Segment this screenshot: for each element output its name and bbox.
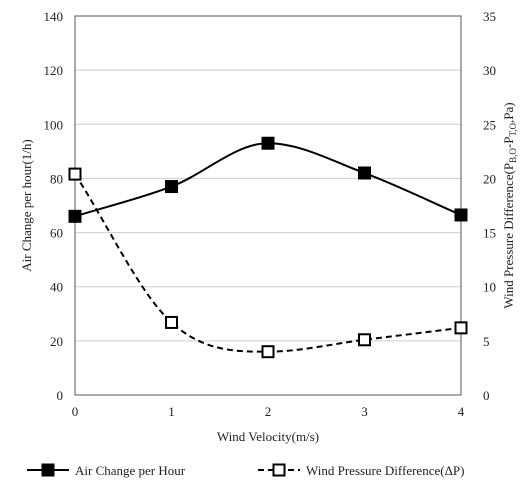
series-1 (68, 136, 468, 223)
gridlines (75, 69, 461, 342)
x-tick-label: 2 (265, 404, 272, 419)
legend-marker-1 (41, 463, 55, 477)
y2-label-sub-2: T,O (508, 122, 518, 136)
series-1-point (261, 136, 275, 150)
series-layer (68, 136, 468, 359)
y2-tick-label: 20 (483, 171, 496, 186)
x-tick-label: 3 (361, 404, 368, 419)
y-tick-label: 0 (57, 388, 64, 403)
y-tick-label: 20 (50, 334, 63, 349)
series-2-line (74, 173, 462, 353)
y-tick-label: 120 (44, 63, 64, 78)
y2-tick-label: 25 (483, 117, 496, 132)
series-1-point (454, 208, 468, 222)
legend: Air Change per Hour Wind Pressure Differe… (27, 463, 465, 478)
x-axis-label: Wind Velocity(m/s) (217, 429, 319, 444)
series-2-point (165, 315, 178, 329)
series-2-point (68, 167, 82, 181)
y2-tick-label: 0 (483, 388, 490, 403)
right-y-axis-label: Wind Pressure Difference(PB,O-PT,O,Pa) (501, 102, 518, 308)
y2-tick-label: 30 (483, 63, 496, 78)
series-2 (68, 167, 468, 359)
x-tick-label: 4 (458, 404, 465, 419)
series-2-point (454, 321, 468, 335)
series-2-point (261, 345, 275, 359)
series-1-point (165, 180, 178, 194)
legend-label-1: Air Change per Hour (75, 463, 186, 478)
y2-label-sub-1: B,O (508, 148, 518, 163)
y-tick-label: 40 (50, 280, 63, 295)
y-tick-label: 80 (50, 171, 63, 186)
legend-label-2: Wind Pressure Difference(ΔP) (306, 463, 465, 478)
series-2-point (358, 333, 371, 347)
right-y-tick-labels: 0 5 10 15 20 25 30 35 (483, 9, 496, 403)
x-tick-label: 1 (168, 404, 175, 419)
y-tick-label: 140 (44, 9, 64, 24)
left-y-tick-labels: 0 20 40 60 80 100 120 140 (44, 9, 64, 403)
x-tick-labels: 0 1 2 3 4 (72, 404, 465, 419)
legend-marker-2 (272, 463, 286, 477)
y2-tick-label: 35 (483, 9, 496, 24)
y2-tick-label: 5 (483, 334, 490, 349)
series-1-point (358, 166, 371, 180)
y2-tick-label: 10 (483, 280, 496, 295)
plot-area-frame (74, 15, 462, 396)
y2-label-part-main: Wind Pressure Difference(P (501, 163, 516, 309)
y-tick-label: 60 (50, 226, 63, 241)
y-tick-label: 100 (44, 117, 64, 132)
series-1-line (74, 142, 462, 218)
y2-label-part-minus: -P (501, 137, 516, 149)
x-tick-label: 0 (72, 404, 79, 419)
y2-tick-label: 15 (483, 226, 496, 241)
left-y-axis-label: Air Change per hour(1/h) (19, 139, 34, 272)
series-1-point (68, 209, 82, 223)
y2-label-part-end: ,Pa) (501, 102, 516, 123)
